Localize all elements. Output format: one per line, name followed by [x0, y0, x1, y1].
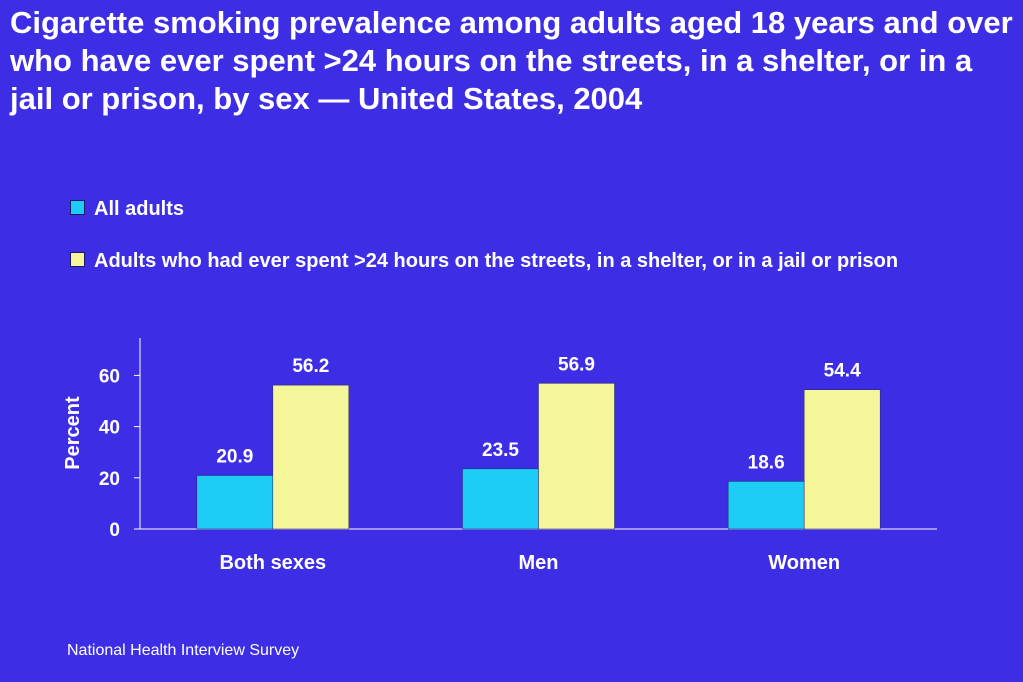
- y-tick-label: 40: [99, 418, 120, 439]
- legend-item-ever-homeless-or-incarcerated: Adults who had ever spent >24 hours on t…: [70, 249, 994, 274]
- source-note: National Health Interview Survey: [67, 642, 300, 659]
- chart-title: Cigarette smoking prevalence among adult…: [10, 5, 1013, 116]
- bar-ever-homeless-or-incarcerated: [538, 383, 615, 530]
- bar-all-adults: [462, 468, 539, 530]
- y-tick-label: 20: [99, 469, 120, 490]
- x-tick-label: Men: [519, 552, 559, 574]
- legend-swatch-ever-homeless-or-incarcerated: [70, 252, 85, 267]
- data-label: 56.2: [292, 356, 329, 377]
- y-tick-label: 60: [99, 366, 120, 387]
- data-label: 18.6: [748, 452, 785, 473]
- x-tick-label: Women: [768, 552, 840, 574]
- data-label: 20.9: [216, 446, 253, 467]
- data-label: 23.5: [482, 440, 519, 461]
- y-tick-label: 0: [109, 520, 120, 541]
- bar-ever-homeless-or-incarcerated: [272, 384, 350, 530]
- legend-swatch-all-adults: [70, 200, 85, 215]
- data-label: 54.4: [824, 361, 861, 382]
- legend-item-all-adults: All adults: [70, 197, 994, 222]
- bar-all-adults: [196, 475, 274, 530]
- bar-all-adults: [727, 481, 805, 530]
- data-label: 56.9: [558, 354, 595, 375]
- y-axis-label: Percent: [62, 396, 84, 470]
- bar-ever-homeless-or-incarcerated: [803, 389, 881, 530]
- x-tick-label: Both sexes: [219, 552, 326, 574]
- legend-label-ever-homeless-or-incarcerated: Adults who had ever spent >24 hours on t…: [94, 250, 899, 272]
- legend-label-all-adults: All adults: [94, 198, 185, 220]
